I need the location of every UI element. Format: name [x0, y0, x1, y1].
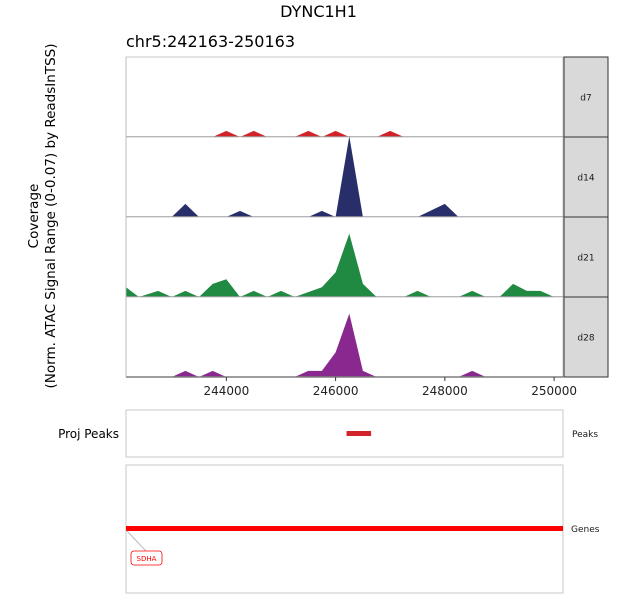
track-d7: d7: [125, 56, 609, 138]
coverage-area-d7: [212, 130, 404, 137]
facet-strip-d28: [563, 296, 609, 378]
x-tick-label: 248000: [422, 384, 468, 398]
track-panel: [125, 56, 564, 138]
genes-panel: SDHA Genes: [125, 464, 600, 594]
track-d28: d28: [125, 296, 609, 378]
facet-label-d21: d21: [577, 254, 594, 264]
gene-mark: [126, 526, 563, 531]
facet-strip-d14: [563, 136, 609, 218]
proj-peaks-label: Proj Peaks: [58, 427, 119, 441]
region-label: chr5:242163-250163: [126, 32, 296, 51]
gene-label-box: [130, 550, 163, 566]
peaks-strip-label: Peaks: [572, 430, 598, 440]
x-tick-label: 244000: [203, 384, 249, 398]
peaks-panel: Proj Peaks Peaks: [58, 409, 598, 458]
genes-strip-label: Genes: [571, 525, 600, 535]
coverage-tracks: d7 d14 d21 d28: [125, 56, 609, 378]
coverage-area-d28: [171, 313, 486, 377]
coverage-area-d21: [126, 233, 555, 297]
facet-label-d28: d28: [577, 334, 594, 344]
track-d14: d14: [125, 136, 609, 218]
x-axis: 244000 246000 248000 250000: [203, 377, 577, 398]
x-tick-label: 250000: [531, 384, 577, 398]
track-d21: d21: [125, 216, 609, 298]
facet-label-d7: d7: [580, 94, 591, 104]
x-tick-label: 246000: [313, 384, 359, 398]
chart-title: DYNC1H1: [280, 2, 357, 21]
gene-label-connector: [126, 530, 147, 552]
gene-label: SDHA: [137, 555, 157, 563]
peaks-panel-frame: [125, 409, 564, 458]
peak-mark: [346, 431, 372, 436]
facet-strip-d7: [563, 56, 609, 138]
facet-label-d14: d14: [577, 174, 594, 184]
